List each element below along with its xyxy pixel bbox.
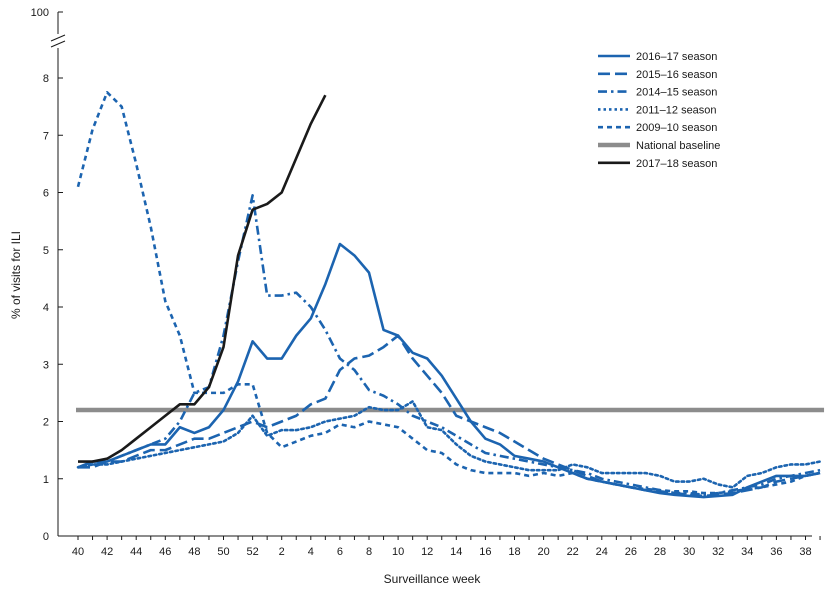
y-tick-label: 3 [43,359,49,371]
x-tick-label: 46 [159,546,171,558]
y-tick-label: 5 [43,245,49,257]
legend: 2016–17 season 2015–16 season 2014–15 seas… [598,51,720,170]
x-tick-label: 18 [508,546,520,558]
x-tick-label: 26 [625,546,637,558]
y-tick-label: 6 [43,188,49,200]
x-tick-label: 36 [770,546,782,558]
x-tick-label: 44 [130,546,142,558]
legend-label: 2016–17 season [636,51,717,63]
y-tick-label: 7 [43,130,49,142]
x-tick-label: 24 [596,546,608,558]
x-tick-label: 20 [537,546,549,558]
y-tick-label: 4 [43,302,49,314]
x-axis-title: Surveillance week [384,572,482,586]
x-tick-label: 28 [654,546,666,558]
y-tick-label-top: 100 [31,7,49,19]
x-tick-label: 32 [712,546,724,558]
legend-label: 2009–10 season [636,122,717,134]
x-tick-label: 38 [799,546,811,558]
x-tick-label: 4 [308,546,314,558]
x-tick-label: 10 [392,546,404,558]
y-tick-label: 1 [43,474,49,486]
series-line-2014-15-season [77,194,821,497]
x-tick-label: 12 [421,546,433,558]
y-tick-label: 2 [43,417,49,429]
x-tick-label: 42 [101,546,113,558]
x-tick-label: 14 [450,546,462,558]
legend-label: 2015–16 season [636,69,717,81]
x-tick-label: 16 [479,546,491,558]
series-line-2015-16-season [78,334,821,498]
y-tick-label: 0 [43,531,49,543]
y-tick-label: 8 [43,73,49,85]
x-tick-label: 6 [337,546,343,558]
legend-label: 2014–15 season [636,87,717,99]
legend-label: 2011–12 season [636,104,717,116]
x-tick-label: 2 [279,546,285,558]
x-tick-label: 52 [246,546,258,558]
series-line-2016-17-season [77,242,821,499]
legend-label: 2017–18 season [636,158,717,170]
series-layer [76,91,822,499]
series-line-2009-10-season [76,91,821,495]
series-line-2017-18-season [78,94,327,463]
series-line-2011-12-season [76,400,822,489]
x-tick-label: 40 [72,546,84,558]
axis-break-mark [50,34,66,48]
y-axis-title: % of visits for ILI [9,231,23,319]
legend-label: National baseline [636,140,720,152]
x-tick-label: 8 [366,546,372,558]
x-tick-label: 22 [567,546,579,558]
x-tick-label: 30 [683,546,695,558]
x-tick-label: 50 [217,546,229,558]
x-tick-label: 34 [741,546,753,558]
x-tick-label: 48 [188,546,200,558]
